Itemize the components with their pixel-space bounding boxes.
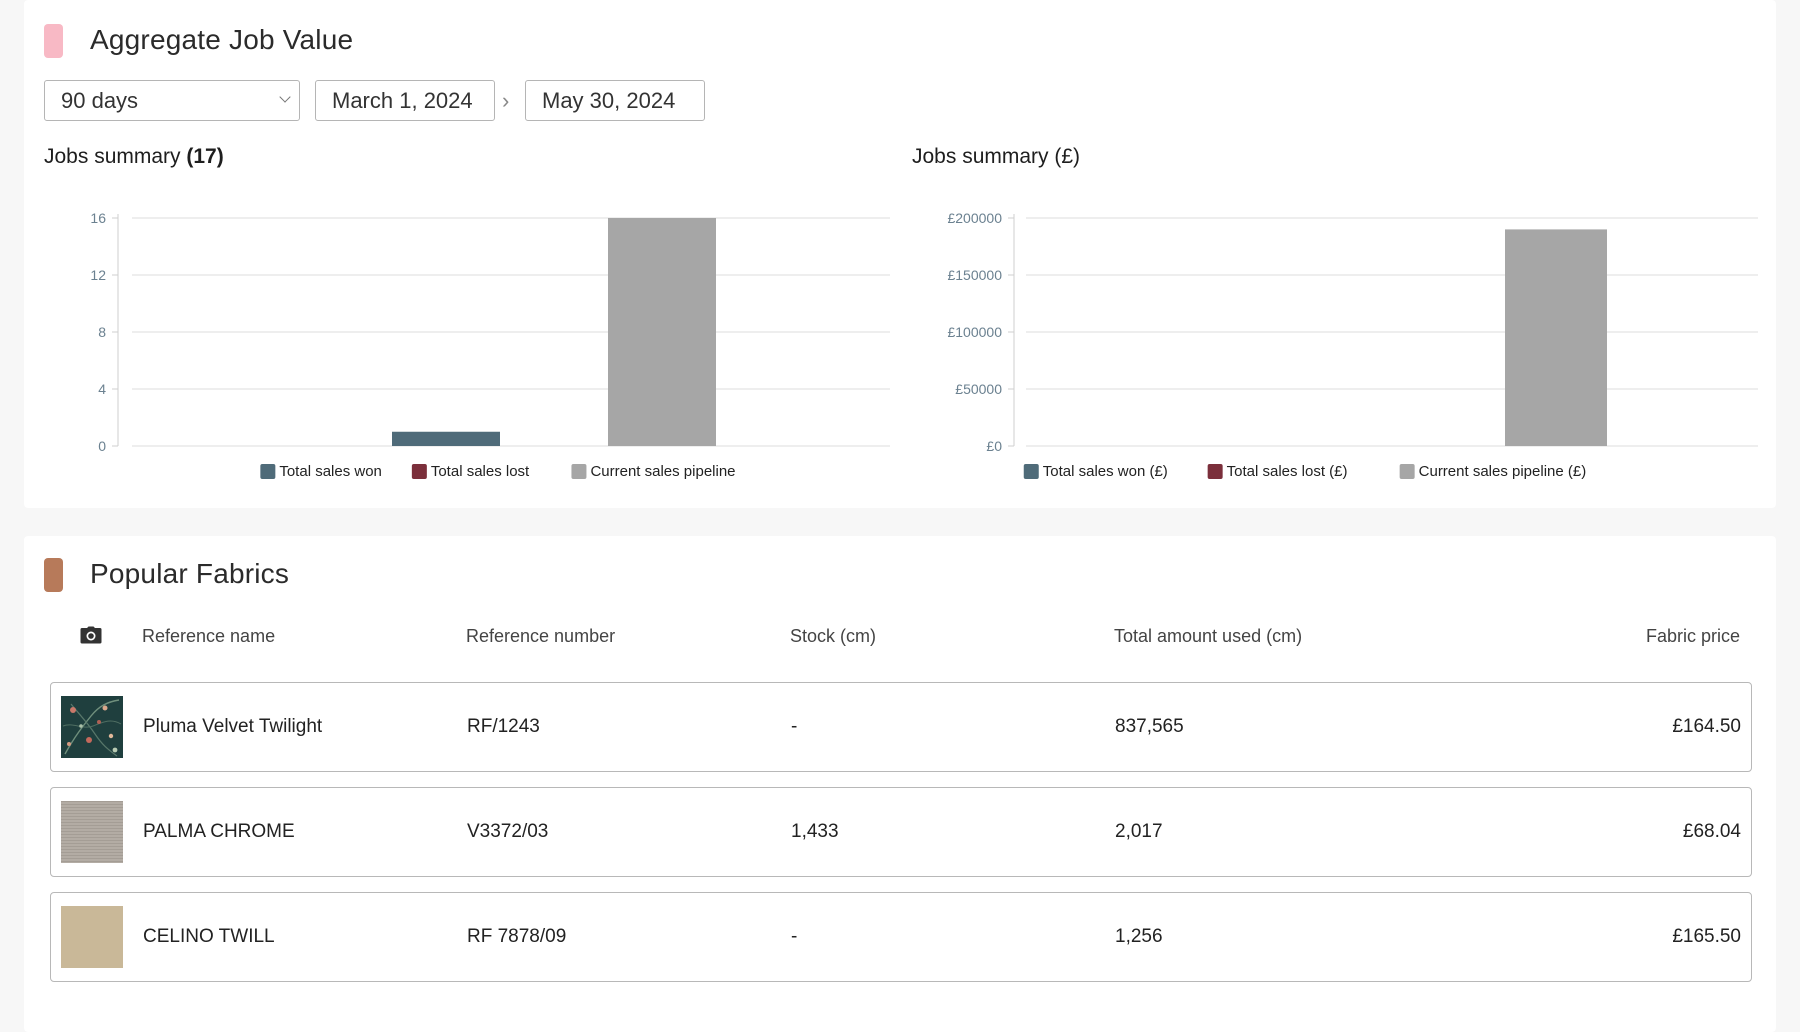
section-accent-marker: [44, 558, 63, 592]
fabric-stock: -: [791, 716, 798, 737]
legend-swatch: [411, 464, 427, 479]
camera-icon: [80, 626, 102, 644]
chevron-right-icon: ›: [502, 88, 510, 113]
section-accent-marker: [44, 24, 63, 58]
y-tick-label: 12: [90, 267, 106, 283]
fabric-total-used: 1,256: [1115, 926, 1163, 947]
y-tick-label: £200000: [947, 210, 1002, 226]
bar-2: [1505, 229, 1607, 446]
jobs-value-bar-chart: £200000 £150000 £100000 £50000 £0 Total sales…: [947, 210, 1758, 480]
chevron-down-icon: [279, 91, 291, 103]
fabric-stock: 1,433: [791, 821, 839, 842]
fabric-total-used: 2,017: [1115, 821, 1163, 842]
fabric-total-used: 837,565: [1115, 716, 1184, 737]
fabric-swatch-image: [61, 696, 123, 758]
y-tick-label: 16: [90, 210, 106, 226]
fabric-price: £164.50: [1672, 716, 1741, 737]
legend-label: Total sales lost: [431, 463, 530, 480]
legend-label: Total sales lost (£): [1227, 463, 1348, 480]
fabric-reference-number: V3372/03: [467, 821, 549, 842]
jobs-count-bar-chart: 16 12 8 4 0 Total sales won Total sales lost Cu…: [90, 210, 890, 480]
y-tick-label: 4: [98, 381, 106, 397]
fabric-swatch-image: [61, 801, 123, 863]
column-header-stock: Stock (cm): [790, 626, 877, 646]
end-date-value: May 30, 2024: [542, 87, 676, 113]
column-header-fabric-price: Fabric price: [1645, 626, 1740, 646]
legend-swatch: [571, 464, 587, 479]
y-tick-label: £0: [986, 438, 1002, 454]
chart-title-count: (17): [186, 145, 224, 168]
start-date-value: March 1, 2024: [332, 87, 473, 113]
start-date-input[interactable]: March 1, 2024: [315, 80, 495, 121]
y-tick-label: £50000: [955, 381, 1002, 397]
chart-title-text: Jobs summary: [44, 145, 181, 168]
fabric-reference-name: Pluma Velvet Twilight: [143, 716, 323, 737]
end-date-input[interactable]: May 30, 2024: [525, 80, 705, 121]
fabric-reference-number: RF/1243: [467, 716, 540, 737]
table-row[interactable]: CELINO TWILL RF 7878/09 - 1,256 £165.50: [50, 892, 1752, 982]
fabric-price: £68.04: [1682, 821, 1741, 842]
fabric-reference-name: CELINO TWILL: [143, 926, 275, 947]
fabric-reference-name: PALMA CHROME: [143, 821, 295, 842]
y-tick-label: £100000: [947, 324, 1002, 340]
chart-title-text: Jobs summary: [912, 145, 1049, 168]
period-select[interactable]: 90 days: [44, 80, 300, 121]
legend-swatch: [1207, 464, 1223, 479]
jobs-value-chart-title: Jobs summary (£): [912, 145, 1080, 169]
aggregate-job-value-card: Aggregate Job Value 90 days March 1, 202…: [24, 0, 1776, 508]
legend-swatch: [260, 464, 276, 479]
section-title: Aggregate Job Value: [90, 24, 354, 55]
section-title: Popular Fabrics: [90, 558, 290, 589]
table-row[interactable]: Pluma Velvet Twilight RF/1243 - 837,565 …: [50, 682, 1752, 772]
legend-swatch: [1399, 464, 1415, 479]
legend-label: Total sales won (£): [1043, 463, 1168, 480]
fabric-reference-number: RF 7878/09: [467, 926, 567, 947]
legend-label: Current sales pipeline (£): [1419, 463, 1587, 480]
period-select-value: 90 days: [61, 87, 139, 113]
column-header-reference-name: Reference name: [142, 626, 276, 646]
popular-fabrics-card: Popular Fabrics Reference name Reference…: [24, 536, 1776, 1032]
chart-title-count: (£): [1054, 145, 1081, 168]
jobs-count-chart-title: Jobs summary (17): [44, 145, 224, 169]
table-row[interactable]: PALMA CHROME V3372/03 1,433 2,017 £68.04: [50, 787, 1752, 877]
legend-label: Current sales pipeline: [590, 463, 735, 480]
legend-label: Total sales won: [279, 463, 382, 480]
y-tick-label: £150000: [947, 267, 1002, 283]
bar-2: [608, 218, 716, 446]
y-tick-label: 8: [98, 324, 106, 340]
legend-swatch: [1023, 464, 1039, 479]
column-header-reference-number: Reference number: [466, 626, 616, 646]
fabric-price: £165.50: [1672, 926, 1741, 947]
column-header-total-used: Total amount used (cm): [1114, 626, 1303, 646]
bar-0: [392, 431, 500, 446]
fabric-stock: -: [791, 926, 798, 947]
y-tick-label: 0: [98, 438, 106, 454]
fabric-swatch-image: [61, 906, 123, 968]
